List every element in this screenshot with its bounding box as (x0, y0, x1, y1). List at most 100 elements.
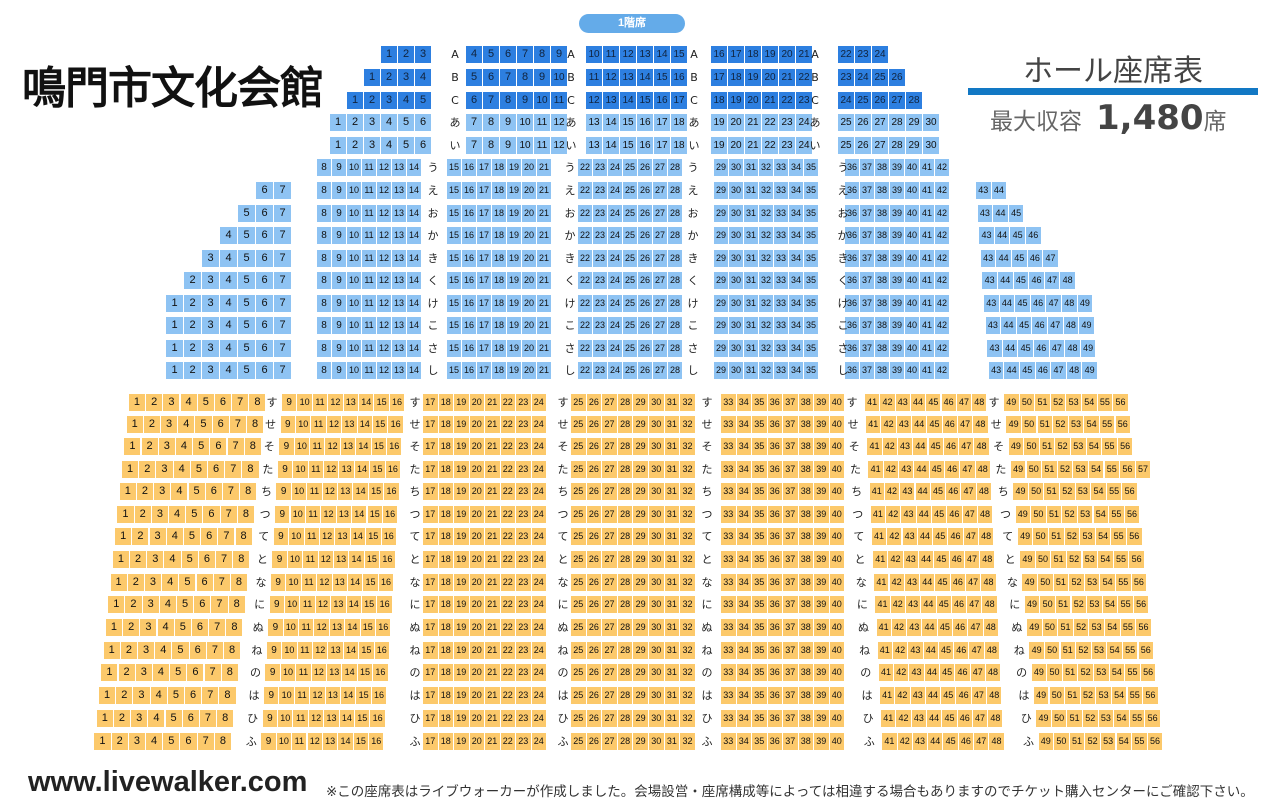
seat-36[interactable]: 36 (767, 394, 782, 411)
seat-15[interactable]: 15 (447, 317, 461, 334)
seat-4[interactable]: 4 (155, 642, 172, 659)
seat-17[interactable]: 17 (423, 551, 438, 568)
seat-11[interactable]: 11 (294, 687, 310, 704)
seat-17[interactable]: 17 (477, 182, 491, 199)
seat-2[interactable]: 2 (132, 528, 149, 545)
seat-14[interactable]: 14 (342, 664, 357, 681)
seat-40[interactable]: 40 (905, 317, 919, 334)
seat-3[interactable]: 3 (202, 340, 219, 357)
seat-15[interactable]: 15 (447, 159, 461, 176)
seat-4[interactable]: 4 (220, 340, 237, 357)
seat-3[interactable]: 3 (147, 551, 164, 568)
seat-46[interactable]: 46 (944, 461, 960, 478)
seat-38[interactable]: 38 (875, 227, 889, 244)
seat-45[interactable]: 45 (940, 664, 955, 681)
seat-16[interactable]: 16 (462, 295, 476, 312)
seat-29[interactable]: 29 (633, 664, 648, 681)
seat-14[interactable]: 14 (354, 461, 370, 478)
seat-13[interactable]: 13 (329, 619, 345, 636)
seat-47[interactable]: 47 (967, 596, 982, 613)
seat-44[interactable]: 44 (998, 272, 1013, 289)
seat-27[interactable]: 27 (602, 733, 617, 750)
seat-10[interactable]: 10 (291, 483, 307, 500)
seat-50[interactable]: 50 (1040, 596, 1055, 613)
seat-6[interactable]: 6 (203, 506, 220, 523)
seat-30[interactable]: 30 (923, 137, 939, 154)
seat-38[interactable]: 38 (875, 362, 889, 379)
seat-4[interactable]: 4 (220, 317, 237, 334)
seat-4[interactable]: 4 (169, 506, 186, 523)
seat-26[interactable]: 26 (586, 528, 602, 545)
seat-34[interactable]: 34 (789, 317, 803, 334)
seat-39[interactable]: 39 (890, 362, 904, 379)
seat-14[interactable]: 14 (357, 416, 372, 433)
seat-35[interactable]: 35 (752, 506, 767, 523)
seat-17[interactable]: 17 (477, 272, 491, 289)
seat-29[interactable]: 29 (714, 272, 728, 289)
seat-39[interactable]: 39 (814, 687, 829, 704)
seat-15[interactable]: 15 (360, 619, 375, 636)
seat-38[interactable]: 38 (798, 483, 813, 500)
seat-37[interactable]: 37 (783, 506, 798, 523)
seat-20[interactable]: 20 (469, 394, 484, 411)
seat-6[interactable]: 6 (210, 438, 227, 455)
seat-8[interactable]: 8 (534, 46, 550, 63)
seat-19[interactable]: 19 (454, 506, 469, 523)
seat-23[interactable]: 23 (855, 46, 871, 63)
seat-45[interactable]: 45 (942, 710, 957, 727)
seat-3[interactable]: 3 (381, 92, 397, 109)
seat-26[interactable]: 26 (638, 159, 652, 176)
seat-29[interactable]: 29 (633, 438, 648, 455)
seat-52[interactable]: 52 (1076, 642, 1091, 659)
seat-6[interactable]: 6 (191, 619, 209, 636)
seat-15[interactable]: 15 (447, 272, 461, 289)
seat-18[interactable]: 18 (438, 574, 453, 591)
seat-47[interactable]: 47 (1049, 340, 1065, 357)
seat-20[interactable]: 20 (762, 69, 778, 86)
seat-16[interactable]: 16 (462, 205, 476, 222)
seat-15[interactable]: 15 (359, 642, 374, 659)
seat-7[interactable]: 7 (274, 250, 291, 267)
seat-46[interactable]: 46 (950, 574, 965, 591)
seat-37[interactable]: 37 (860, 159, 874, 176)
seat-56[interactable]: 56 (1115, 416, 1131, 433)
seat-40[interactable]: 40 (905, 227, 919, 244)
seat-36[interactable]: 36 (767, 574, 782, 591)
seat-11[interactable]: 11 (303, 551, 318, 568)
seat-17[interactable]: 17 (423, 416, 438, 433)
seat-6[interactable]: 6 (256, 340, 273, 357)
seat-23[interactable]: 23 (516, 551, 531, 568)
seat-32[interactable]: 32 (680, 642, 695, 659)
seat-39[interactable]: 39 (814, 574, 829, 591)
seat-13[interactable]: 13 (324, 710, 339, 727)
seat-4[interactable]: 4 (220, 295, 237, 312)
seat-21[interactable]: 21 (485, 461, 500, 478)
seat-35[interactable]: 35 (752, 528, 767, 545)
seat-44[interactable]: 44 (916, 506, 931, 523)
seat-53[interactable]: 53 (1094, 664, 1109, 681)
seat-28[interactable]: 28 (889, 114, 905, 131)
seat-35[interactable]: 35 (804, 159, 818, 176)
seat-21[interactable]: 21 (537, 250, 551, 267)
seat-45[interactable]: 45 (1013, 272, 1029, 289)
seat-7[interactable]: 7 (206, 642, 223, 659)
seat-12[interactable]: 12 (325, 438, 340, 455)
seat-2[interactable]: 2 (146, 394, 163, 411)
seat-43[interactable]: 43 (911, 710, 926, 727)
seat-15[interactable]: 15 (363, 574, 378, 591)
seat-45[interactable]: 45 (1012, 250, 1027, 267)
seat-6[interactable]: 6 (196, 574, 213, 591)
seat-1[interactable]: 1 (94, 733, 111, 750)
seat-27[interactable]: 27 (653, 205, 667, 222)
seat-27[interactable]: 27 (653, 227, 667, 244)
seat-46[interactable]: 46 (947, 506, 962, 523)
seat-50[interactable]: 50 (1047, 664, 1062, 681)
seat-21[interactable]: 21 (485, 596, 500, 613)
seat-42[interactable]: 42 (935, 227, 949, 244)
seat-44[interactable]: 44 (924, 664, 939, 681)
seat-14[interactable]: 14 (338, 733, 353, 750)
seat-40[interactable]: 40 (829, 642, 844, 659)
seat-18[interactable]: 18 (438, 733, 453, 750)
seat-20[interactable]: 20 (522, 159, 536, 176)
seat-53[interactable]: 53 (1087, 596, 1102, 613)
